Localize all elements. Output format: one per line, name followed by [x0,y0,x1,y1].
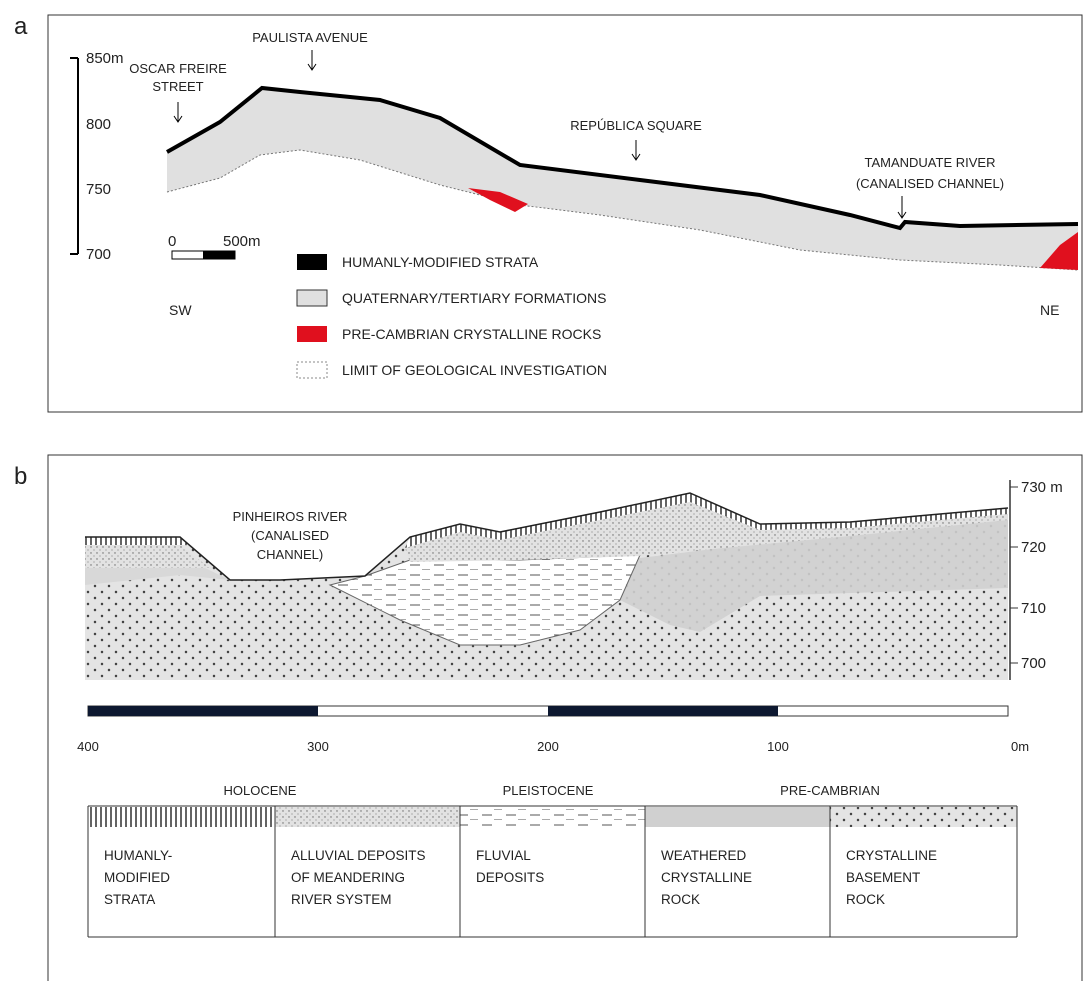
place-label: TAMANDUATE RIVER [865,155,996,170]
unit-swatch [830,807,1017,827]
period-label: PLEISTOCENE [503,783,594,798]
humanly-modified-layer [85,493,1008,548]
elevation-label: 750 [86,181,111,198]
unit-label: MODIFIED [104,870,170,885]
elevation-label: 850m [86,50,124,67]
unit-label: DEPOSITS [476,870,544,885]
unit-label: OF MEANDERING [291,870,405,885]
unit-label: RIVER SYSTEM [291,892,392,907]
humanly-modified-layer [166,85,1079,231]
scale-bar-segment [88,706,318,716]
period-label: PRE-CAMBRIAN [780,783,880,798]
weathered-rock [600,512,1008,632]
place-label: PAULISTA AVENUE [252,30,368,45]
legend-text: HUMANLY-MODIFIED STRATA [342,254,539,270]
legend-swatch [297,326,327,342]
place-label: (CANALISED [251,528,329,543]
alluvial-deposits [85,502,1008,568]
unit-label: ROCK [846,892,885,907]
unit-swatch [460,807,645,827]
unit-swatch [275,807,460,827]
direction-label: NE [1040,302,1059,318]
place-label: CHANNEL) [257,547,323,562]
scale-label: 0 [168,233,176,250]
place-label: PINHEIROS RIVER [233,509,348,524]
legend-table [87,805,1018,938]
unit-label: STRATA [104,892,155,907]
panel-label: a [14,13,28,40]
unit-swatch [88,807,275,827]
unit-label: ALLUVIAL DEPOSITS [291,848,426,863]
distance-label: 0m [1011,739,1029,754]
ground-surface [85,492,1009,581]
elevation-label: 710 [1021,600,1046,617]
elevation-ticks [1010,486,1018,664]
fluvial-deposits [328,554,641,646]
unit-label: CRYSTALLINE [846,848,937,863]
place-label: (CANALISED CHANNEL) [856,176,1004,191]
panel-frame [47,14,1083,413]
unit-label: HUMANLY- [104,848,172,863]
unit-label: ROCK [661,892,700,907]
elevation-label: 800 [86,116,111,133]
legend-swatch [296,361,328,379]
place-label: STREET [152,79,203,94]
distance-label: 200 [537,739,559,754]
precambrian-rock [468,188,528,212]
distance-label: 100 [767,739,789,754]
legend-swatch [297,254,327,270]
unit-label: BASEMENT [846,870,920,885]
period-label: HOLOCENE [224,783,297,798]
scale-bar-segment [203,251,235,259]
legend-text: LIMIT OF GEOLOGICAL INVESTIGATION [342,362,607,378]
place-label: REPÚBLICA SQUARE [570,118,702,133]
panel-label: b [14,463,27,490]
scale-label: 500m [223,233,261,250]
distance-label: 300 [307,739,329,754]
direction-label: SW [169,302,192,318]
elevation-ticks [70,57,78,255]
legend-swatch [296,289,328,307]
elevation-label: 730 m [1021,479,1063,496]
distance-label: 400 [77,739,99,754]
panel-frame [47,454,1083,981]
place-label: OSCAR FREIRE [129,61,227,76]
unit-label: CRYSTALLINE [661,870,752,885]
legend-text: PRE-CAMBRIAN CRYSTALLINE ROCKS [342,326,601,342]
legend-text: QUATERNARY/TERTIARY FORMATIONS [342,290,606,306]
scale-bar-segment [548,706,778,716]
unit-swatch [645,807,830,827]
elevation-label: 700 [86,246,111,263]
elevation-label: 720 [1021,539,1046,556]
precambrian-rock [1040,232,1078,270]
elevation-label: 700 [1021,655,1046,672]
unit-label: FLUVIAL [476,848,531,863]
unit-label: WEATHERED [661,848,747,863]
arrows [173,50,907,219]
